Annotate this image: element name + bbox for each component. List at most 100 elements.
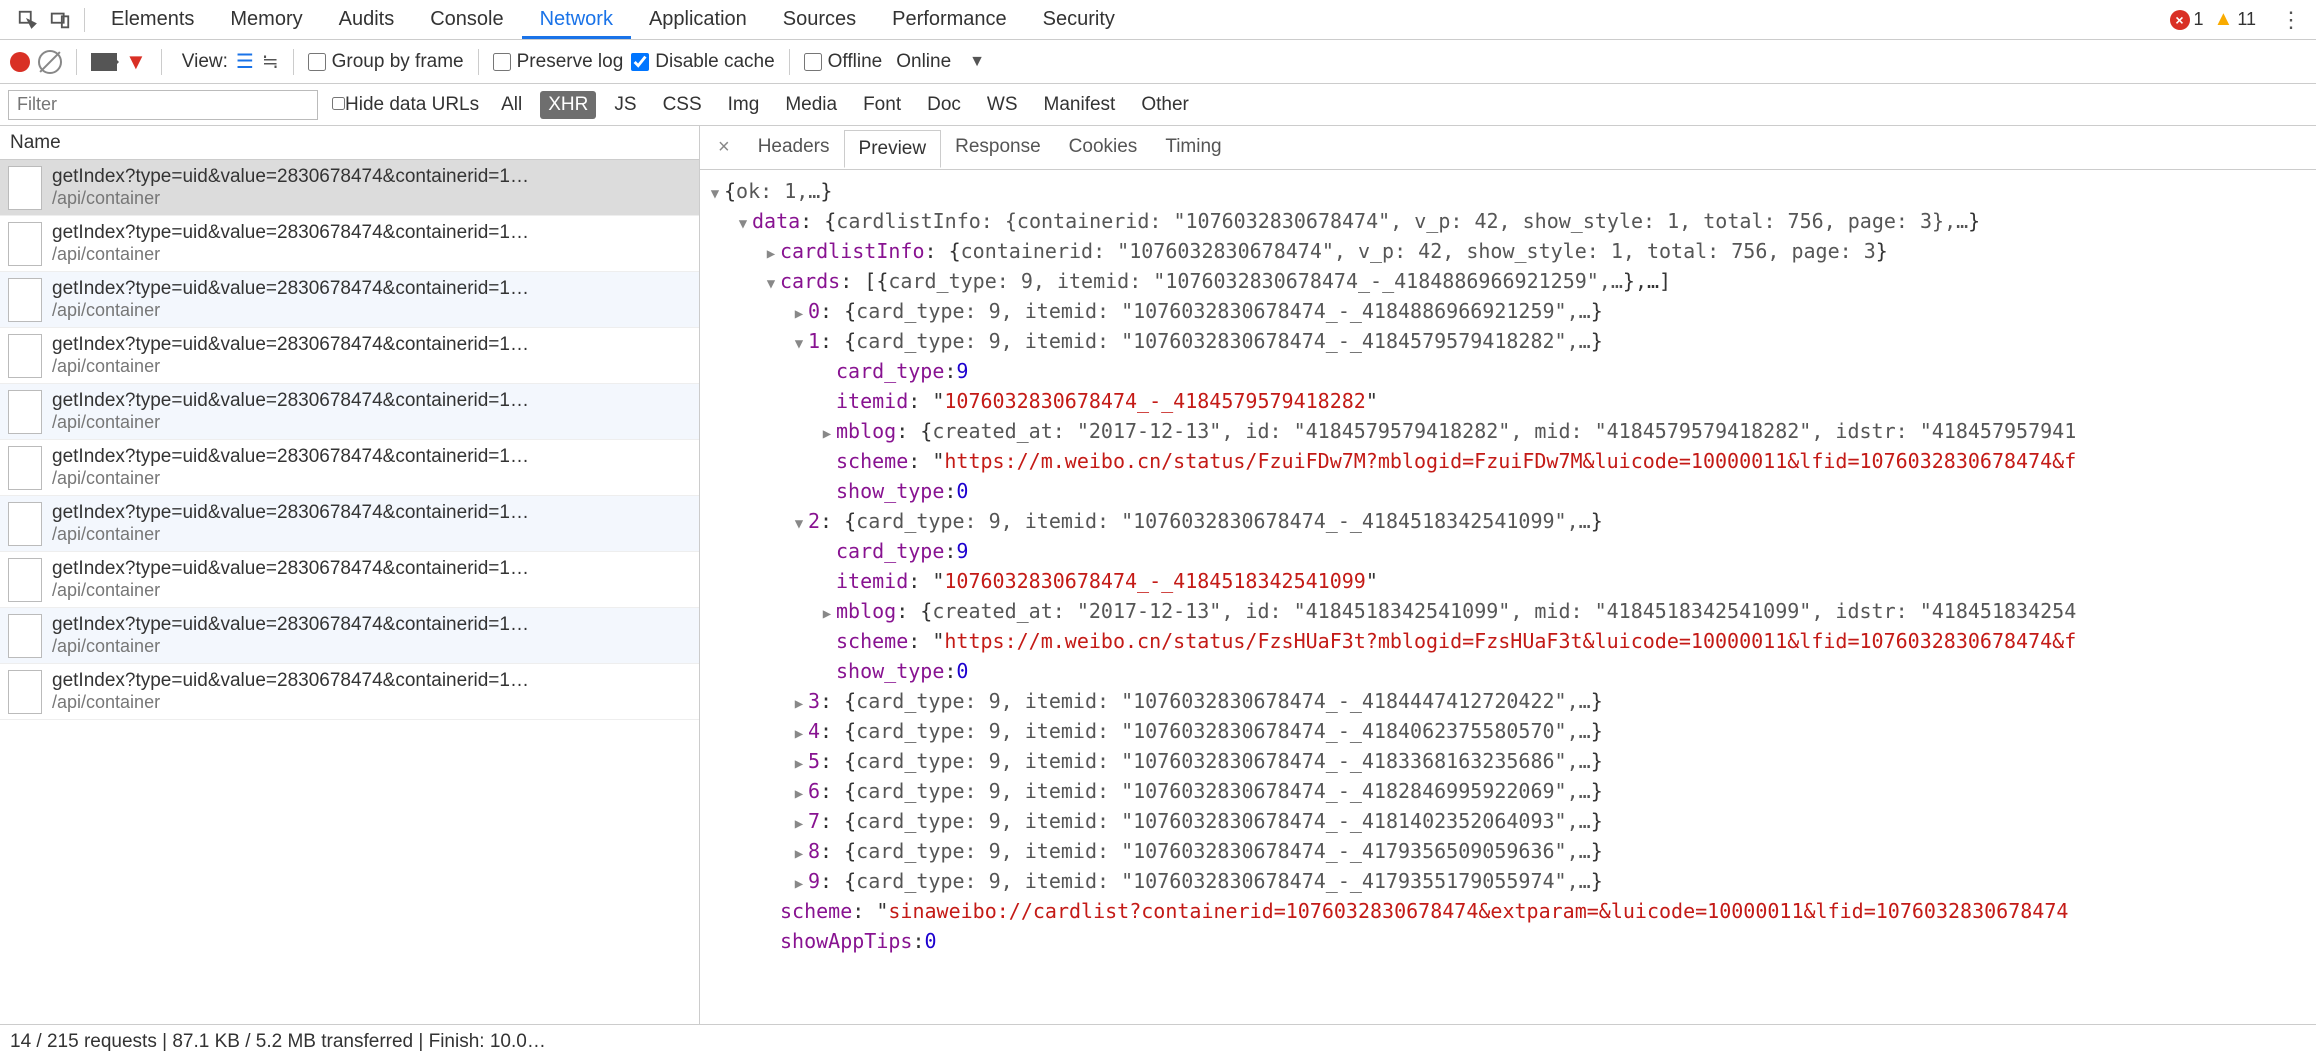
json-line[interactable]: mblog: {created_at: "2017-12-13", id: "4…: [708, 416, 2316, 446]
json-line[interactable]: 4: {card_type: 9, itemid: "1076032830678…: [708, 716, 2316, 746]
detail-tab-timing[interactable]: Timing: [1151, 129, 1235, 167]
expand-arrow-icon[interactable]: [764, 274, 778, 295]
json-line[interactable]: 5: {card_type: 9, itemid: "1076032830678…: [708, 746, 2316, 776]
disable-cache-checkbox[interactable]: [631, 53, 649, 71]
json-line[interactable]: show_type: 0: [708, 476, 2316, 506]
json-line[interactable]: {ok: 1,…}: [708, 176, 2316, 206]
filter-type-doc[interactable]: Doc: [919, 91, 969, 119]
expand-arrow-icon[interactable]: [792, 514, 806, 535]
filter-type-xhr[interactable]: XHR: [540, 91, 596, 119]
json-line[interactable]: 3: {card_type: 9, itemid: "1076032830678…: [708, 686, 2316, 716]
record-button[interactable]: [10, 52, 30, 72]
expand-arrow-icon[interactable]: [736, 214, 750, 235]
tab-sources[interactable]: Sources: [765, 0, 874, 39]
expand-arrow-icon[interactable]: [820, 424, 834, 445]
filter-type-media[interactable]: Media: [777, 91, 845, 119]
filter-type-css[interactable]: CSS: [655, 91, 710, 119]
tab-security[interactable]: Security: [1025, 0, 1133, 39]
chevron-down-icon[interactable]: ▼: [969, 53, 985, 71]
column-header-name[interactable]: Name: [0, 126, 699, 160]
expand-arrow-icon[interactable]: [792, 874, 806, 895]
tab-console[interactable]: Console: [412, 0, 521, 39]
offline-checkbox[interactable]: [804, 53, 822, 71]
filter-type-manifest[interactable]: Manifest: [1036, 91, 1124, 119]
request-row[interactable]: getIndex?type=uid&value=2830678474&conta…: [0, 608, 699, 664]
throttling-select[interactable]: Online: [896, 51, 951, 73]
expand-arrow-icon[interactable]: [792, 844, 806, 865]
json-line[interactable]: itemid: "1076032830678474_-_418457957941…: [708, 386, 2316, 416]
filter-type-js[interactable]: JS: [606, 91, 644, 119]
detail-tab-preview[interactable]: Preview: [844, 130, 942, 168]
request-row[interactable]: getIndex?type=uid&value=2830678474&conta…: [0, 664, 699, 720]
filter-toggle-icon[interactable]: ▼: [125, 49, 147, 75]
json-line[interactable]: data: {cardlistInfo: {containerid: "1076…: [708, 206, 2316, 236]
disable-cache-toggle[interactable]: Disable cache: [631, 51, 774, 73]
more-menu-icon[interactable]: ⋮: [2266, 7, 2316, 33]
request-row[interactable]: getIndex?type=uid&value=2830678474&conta…: [0, 272, 699, 328]
filter-input[interactable]: [8, 90, 318, 120]
hide-data-urls-toggle[interactable]: Hide data URLs: [332, 94, 479, 116]
request-row[interactable]: getIndex?type=uid&value=2830678474&conta…: [0, 384, 699, 440]
screenshot-icon[interactable]: [91, 53, 117, 71]
json-line[interactable]: scheme: "https://m.weibo.cn/status/FzsHU…: [708, 626, 2316, 656]
preserve-log-toggle[interactable]: Preserve log: [493, 51, 624, 73]
json-line[interactable]: show_type: 0: [708, 656, 2316, 686]
close-icon[interactable]: ×: [708, 136, 740, 159]
tab-elements[interactable]: Elements: [93, 0, 212, 39]
expand-arrow-icon[interactable]: [792, 784, 806, 805]
detail-tab-cookies[interactable]: Cookies: [1055, 129, 1152, 167]
filter-type-ws[interactable]: WS: [979, 91, 1026, 119]
large-rows-icon[interactable]: ☰: [236, 49, 254, 74]
expand-arrow-icon[interactable]: [820, 604, 834, 625]
filter-type-img[interactable]: Img: [720, 91, 768, 119]
json-line[interactable]: scheme: "sinaweibo://cardlist?containeri…: [708, 896, 2316, 926]
expand-arrow-icon[interactable]: [708, 184, 722, 205]
device-toggle-icon[interactable]: [44, 4, 76, 36]
expand-arrow-icon[interactable]: [792, 754, 806, 775]
expand-arrow-icon[interactable]: [792, 334, 806, 355]
group-by-frame-checkbox[interactable]: [308, 53, 326, 71]
warning-count[interactable]: ▲11: [2214, 8, 2256, 31]
inspect-element-icon[interactable]: [12, 4, 44, 36]
json-line[interactable]: card_type: 9: [708, 356, 2316, 386]
json-line[interactable]: 0: {card_type: 9, itemid: "1076032830678…: [708, 296, 2316, 326]
tab-memory[interactable]: Memory: [212, 0, 320, 39]
filter-type-all[interactable]: All: [493, 91, 530, 119]
detail-tab-response[interactable]: Response: [941, 129, 1055, 167]
json-preview[interactable]: {ok: 1,…}data: {cardlistInfo: {container…: [700, 170, 2316, 1024]
json-line[interactable]: 8: {card_type: 9, itemid: "1076032830678…: [708, 836, 2316, 866]
request-row[interactable]: getIndex?type=uid&value=2830678474&conta…: [0, 216, 699, 272]
error-count[interactable]: ×1: [2170, 9, 2204, 30]
json-line[interactable]: 6: {card_type: 9, itemid: "1076032830678…: [708, 776, 2316, 806]
tab-application[interactable]: Application: [631, 0, 765, 39]
expand-arrow-icon[interactable]: [792, 304, 806, 325]
waterfall-icon[interactable]: ≒: [262, 49, 279, 74]
clear-button[interactable]: [38, 50, 62, 74]
json-line[interactable]: card_type: 9: [708, 536, 2316, 566]
expand-arrow-icon[interactable]: [792, 724, 806, 745]
json-line[interactable]: 2: {card_type: 9, itemid: "1076032830678…: [708, 506, 2316, 536]
offline-toggle[interactable]: Offline: [804, 51, 883, 73]
filter-type-other[interactable]: Other: [1133, 91, 1197, 119]
json-line[interactable]: 1: {card_type: 9, itemid: "1076032830678…: [708, 326, 2316, 356]
json-line[interactable]: 7: {card_type: 9, itemid: "1076032830678…: [708, 806, 2316, 836]
json-line[interactable]: cards: [{card_type: 9, itemid: "10760328…: [708, 266, 2316, 296]
request-row[interactable]: getIndex?type=uid&value=2830678474&conta…: [0, 552, 699, 608]
detail-tab-headers[interactable]: Headers: [744, 129, 844, 167]
tab-audits[interactable]: Audits: [321, 0, 413, 39]
json-line[interactable]: cardlistInfo: {containerid: "10760328306…: [708, 236, 2316, 266]
hide-data-urls-checkbox[interactable]: [332, 97, 345, 110]
expand-arrow-icon[interactable]: [792, 814, 806, 835]
group-by-frame-toggle[interactable]: Group by frame: [308, 51, 464, 73]
tab-network[interactable]: Network: [522, 0, 631, 39]
request-row[interactable]: getIndex?type=uid&value=2830678474&conta…: [0, 160, 699, 216]
json-line[interactable]: scheme: "https://m.weibo.cn/status/FzuiF…: [708, 446, 2316, 476]
request-row[interactable]: getIndex?type=uid&value=2830678474&conta…: [0, 496, 699, 552]
json-line[interactable]: 9: {card_type: 9, itemid: "1076032830678…: [708, 866, 2316, 896]
preserve-log-checkbox[interactable]: [493, 53, 511, 71]
json-line[interactable]: showAppTips: 0: [708, 926, 2316, 956]
request-row[interactable]: getIndex?type=uid&value=2830678474&conta…: [0, 328, 699, 384]
request-row[interactable]: getIndex?type=uid&value=2830678474&conta…: [0, 440, 699, 496]
filter-type-font[interactable]: Font: [855, 91, 909, 119]
json-line[interactable]: itemid: "1076032830678474_-_418451834254…: [708, 566, 2316, 596]
